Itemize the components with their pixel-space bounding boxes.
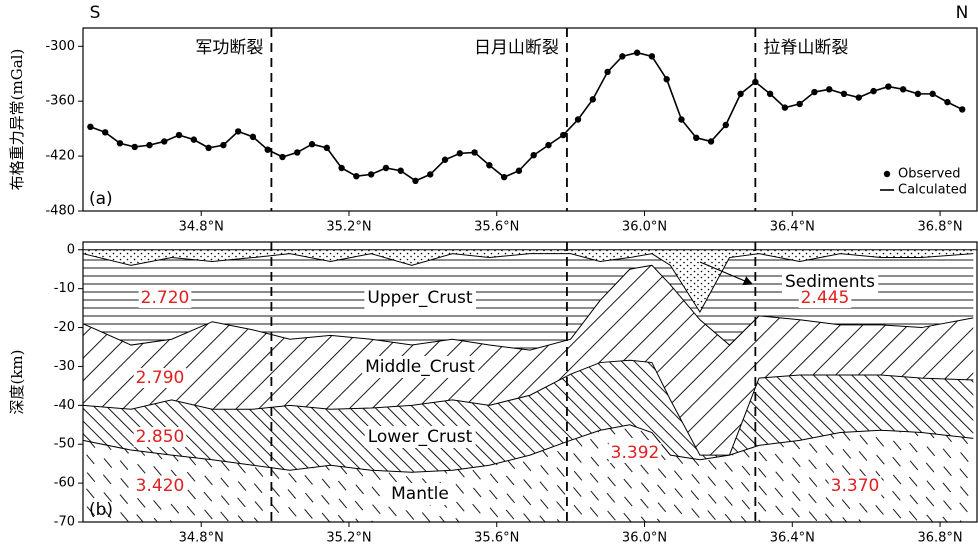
panel-label: (b) <box>89 500 113 520</box>
layer-label: Lower_Crust <box>368 427 473 447</box>
y-tick-label: -60 <box>54 476 75 491</box>
density-label: 2.445 <box>801 288 850 308</box>
y-tick-label: -420 <box>45 149 75 164</box>
x-tick-label: 35.2°N <box>326 531 371 546</box>
y-tick-label: -480 <box>45 204 75 219</box>
x-tick-label: 36.8°N <box>917 531 962 546</box>
x-tick-label: 34.8°N <box>179 531 224 546</box>
y-tick-label: -40 <box>54 398 75 413</box>
legend-label: Calculated <box>898 183 967 198</box>
density-label: 2.790 <box>136 368 185 388</box>
y-tick-label: -70 <box>54 515 75 530</box>
density-label: 3.420 <box>136 476 185 496</box>
x-tick-label: 35.6°N <box>474 531 519 546</box>
y-tick-label: -20 <box>54 320 75 335</box>
fault-label: 军功断裂 <box>195 38 263 58</box>
y-axis-label: 深度(km) <box>8 349 26 414</box>
density-label: 3.392 <box>611 443 660 463</box>
layer-label: Upper_Crust <box>367 288 472 308</box>
figure: ObservedCalculatedSN军功断裂日月山断裂拉脊山断裂-300-3… <box>0 0 978 546</box>
x-tick-label: 36.0°N <box>622 531 667 546</box>
layer-label: Mantle <box>391 484 449 504</box>
fault-label: 日月山断裂 <box>474 38 559 58</box>
calculated-line <box>90 53 962 181</box>
direction-label: S <box>90 3 101 23</box>
direction-label: N <box>956 3 969 23</box>
y-tick-label: -10 <box>54 281 75 296</box>
fault-label: 拉脊山断裂 <box>763 38 848 58</box>
x-tick-label: 35.2°N <box>326 220 371 235</box>
x-tick-label: 35.6°N <box>474 220 519 235</box>
y-tick-label: 0 <box>67 242 75 257</box>
x-tick-label: 36.8°N <box>917 220 962 235</box>
x-tick-label: 36.0°N <box>622 220 667 235</box>
layer-label: Middle_Crust <box>365 357 475 377</box>
density-label: 2.850 <box>136 427 185 447</box>
y-tick-label: -50 <box>54 437 75 452</box>
x-tick-label: 36.4°N <box>770 220 815 235</box>
legend-label: Observed <box>898 167 961 182</box>
density-label: 2.720 <box>141 288 190 308</box>
x-tick-label: 36.4°N <box>770 531 815 546</box>
panel-label: (a) <box>89 189 113 209</box>
y-tick-label: -30 <box>54 359 75 374</box>
y-tick-label: -360 <box>45 94 75 109</box>
y-axis-label: 布格重力异常(mGal) <box>8 49 26 191</box>
x-tick-label: 34.8°N <box>179 220 224 235</box>
y-tick-label: -300 <box>45 39 75 54</box>
density-label: 3.370 <box>831 476 880 496</box>
legend-dot <box>884 171 890 177</box>
